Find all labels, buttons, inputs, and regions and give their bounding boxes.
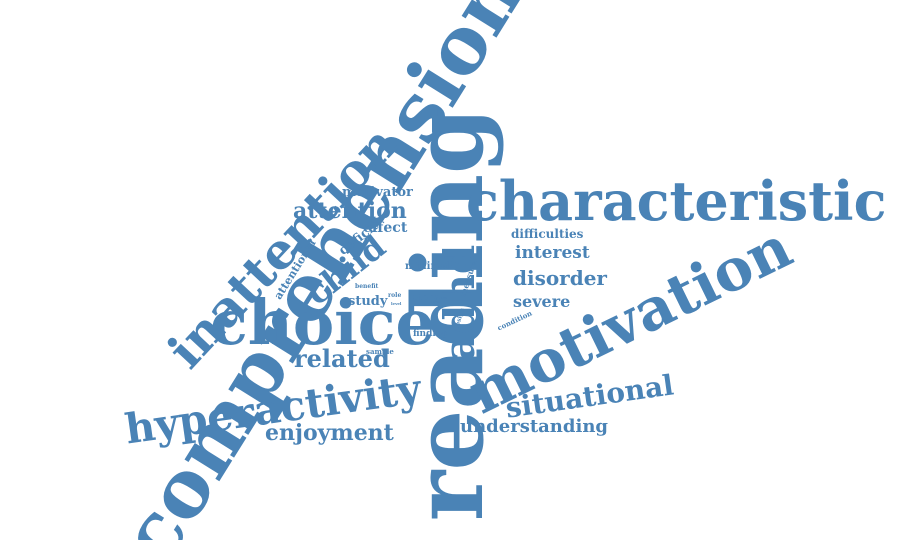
word-difficulties: difficulties [511, 227, 584, 241]
word-attention: attention [293, 198, 407, 224]
word-finding: finding [413, 329, 449, 339]
word-need: need [430, 299, 441, 304]
word-text: text [439, 295, 448, 300]
word-choice: choice [210, 286, 435, 359]
word-disorder: disorder [513, 266, 607, 290]
word-role: role [388, 292, 402, 299]
word-sample: sample [366, 347, 394, 356]
word-related: related [294, 344, 390, 373]
word-characteristic: characteristic [466, 169, 887, 233]
word-level: level [391, 301, 402, 306]
word-study: study [348, 294, 388, 309]
word-minimal: minimal [405, 261, 452, 272]
word-interest: interest [515, 243, 590, 263]
word-understanding: understanding [460, 416, 608, 437]
word-benefit: benefit [355, 283, 379, 290]
word-severe: severe [513, 292, 571, 311]
word-story: story [413, 293, 439, 303]
word-motivator: motivator [342, 185, 413, 200]
word-enjoyment: enjoyment [265, 420, 394, 446]
word-effect: effect [363, 220, 408, 236]
